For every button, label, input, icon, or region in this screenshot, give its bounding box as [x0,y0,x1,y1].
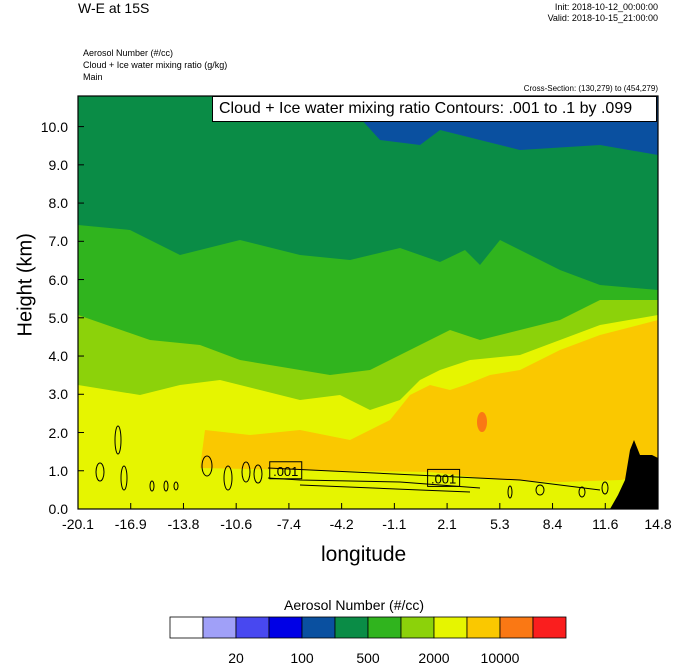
y-tick-label: 9.0 [48,156,68,173]
colorbar-swatch [202,616,237,639]
x-tick-label: 2.1 [437,516,457,532]
colorbar-label: 20 [228,650,244,666]
colorbar-swatch [367,616,402,639]
colorbar-swatch [169,616,204,639]
contour-label: .001 [269,461,303,480]
x-tick-label: 11.6 [592,516,619,532]
contour-label-layer: .001 .001 [269,461,461,487]
y-axis-label: Height (km) [14,233,37,337]
y-tick-label: 1.0 [48,462,68,479]
x-tick-label: -1.1 [382,516,407,532]
aerosol-field [78,96,658,509]
colorbar-swatch [268,616,303,639]
colorbar-swatch [532,616,567,639]
field-spot-red-orange [477,412,487,432]
init-time-label: Init: 2018-10-12_00:00:00 [554,2,658,12]
y-tick-label: 3.0 [48,386,68,403]
y-tick-label: 8.0 [48,195,68,212]
svg-text:.001: .001 [273,464,298,479]
y-tick-label: 7.0 [48,233,68,250]
contour-lines [95,425,609,499]
x-tick-label: 14.8 [644,516,672,532]
colorbar [169,616,567,639]
field-label-aerosol: Aerosol Number (#/cc) [83,48,174,58]
colorbar-swatch [466,616,501,639]
field-label-main: Main [83,72,103,82]
colorbar-swatch [334,616,369,639]
field-band-orange [200,320,658,482]
x-tick-label: -4.2 [329,516,354,532]
colorbar-swatch [301,616,336,639]
y-tick-label: 6.0 [48,271,68,288]
x-tick-label: -13.8 [167,516,200,532]
colorbar-swatch [400,616,435,639]
colorbar-title: Aerosol Number (#/cc) [284,597,425,613]
contour-info-title: Cloud + Ice water mixing ratio Contours:… [212,96,657,122]
y-tick-label: 5.0 [48,309,68,326]
x-tick-label: -7.4 [276,516,301,532]
contour-label: .001 [427,468,461,487]
x-tick-label: 5.3 [490,516,510,532]
x-tick-label: -16.9 [114,516,147,532]
y-tick-label: 2.0 [48,424,68,441]
field-label-cloud-ice: Cloud + Ice water mixing ratio (g/kg) [83,60,228,70]
valid-time-label: Valid: 2018-10-15_21:00:00 [547,13,658,23]
x-tick-label: -20.1 [62,516,94,532]
y-tick-label: 4.0 [48,348,68,365]
svg-text:.001: .001 [431,471,456,486]
colorbar-label: 10000 [480,650,520,666]
terrain [610,440,658,509]
cross-section-label: Cross-Section: (130,279) to (454,279) [523,84,658,93]
colorbar-label: 100 [290,650,314,666]
tick-marks [77,126,659,510]
y-tick-label: 0.0 [48,501,68,517]
colorbar-swatch [499,616,534,639]
y-tick-label: 10.0 [40,118,68,135]
colorbar-swatch [235,616,270,639]
plot-main-title: W-E at 15S [78,0,150,16]
colorbar-swatch [433,616,468,639]
x-axis-label: longitude [321,543,407,566]
x-tick-label: 8.4 [542,516,563,532]
colorbar-label: 500 [356,650,380,666]
x-tick-label: -10.6 [220,516,253,532]
colorbar-label: 2000 [418,650,450,666]
